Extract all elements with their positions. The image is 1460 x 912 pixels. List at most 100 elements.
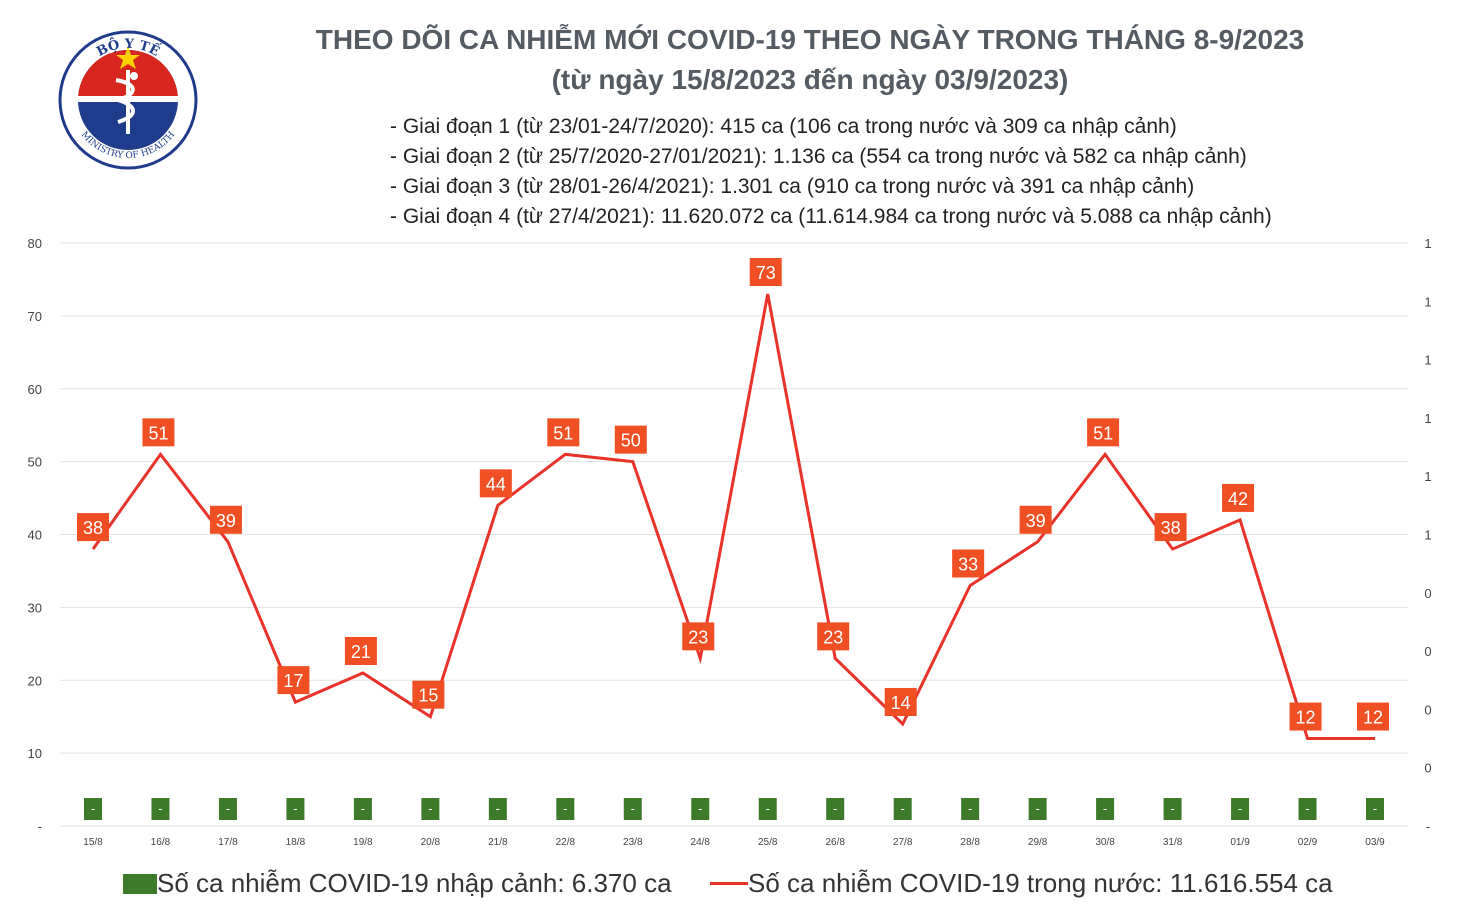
bar-label: - bbox=[226, 801, 230, 816]
y-tick-label: 50 bbox=[28, 455, 42, 470]
data-label: 44 bbox=[486, 474, 506, 494]
y2-tick-label: 0 bbox=[1424, 702, 1431, 717]
stage-4: - Giai đoạn 4 (từ 27/4/2021): 11.620.072… bbox=[390, 205, 1272, 228]
bar-label: - bbox=[361, 801, 365, 816]
x-tick-label: 17/8 bbox=[218, 837, 238, 848]
bar-label: - bbox=[1170, 801, 1174, 816]
y-tick-label: - bbox=[38, 819, 42, 834]
bar-label: - bbox=[833, 801, 837, 816]
data-label: 14 bbox=[891, 693, 911, 713]
bar-imported bbox=[421, 798, 440, 820]
x-tick-label: 21/8 bbox=[488, 837, 508, 848]
data-label-box bbox=[1357, 702, 1389, 731]
y2-tick-label: 0 bbox=[1424, 761, 1431, 776]
data-label: 17 bbox=[283, 671, 303, 691]
data-label-box bbox=[77, 513, 109, 542]
x-tick-label: 15/8 bbox=[83, 837, 103, 848]
x-tick-label: 30/8 bbox=[1095, 837, 1115, 848]
bar-imported bbox=[961, 798, 980, 820]
data-label-box bbox=[1019, 505, 1052, 534]
x-tick-label: 31/8 bbox=[1163, 837, 1183, 848]
bar-imported bbox=[758, 798, 777, 820]
y-tick-label: 70 bbox=[28, 309, 42, 324]
data-label: 38 bbox=[1161, 518, 1181, 538]
data-label-box bbox=[817, 622, 850, 651]
legend-swatch-bar bbox=[123, 874, 157, 894]
x-tick-label: 23/8 bbox=[623, 837, 643, 848]
data-label: 42 bbox=[1228, 489, 1248, 509]
y-tick-label: 30 bbox=[28, 600, 42, 615]
y2-tick-label: 0 bbox=[1424, 586, 1431, 601]
data-label: 73 bbox=[756, 263, 776, 283]
bar-label: - bbox=[1103, 801, 1107, 816]
data-label-box bbox=[1222, 483, 1255, 512]
data-label: 12 bbox=[1296, 708, 1316, 728]
data-label-box bbox=[682, 622, 715, 651]
bar-label: - bbox=[428, 801, 432, 816]
data-label: 39 bbox=[1026, 511, 1046, 531]
x-tick-label: 03/9 bbox=[1365, 837, 1385, 848]
bar-label: - bbox=[1305, 801, 1309, 816]
bar-imported bbox=[1366, 798, 1384, 820]
bar-label: - bbox=[968, 801, 972, 816]
stage-1: - Giai đoạn 1 (từ 23/01-24/7/2020): 415 … bbox=[390, 115, 1177, 138]
bar-imported bbox=[893, 798, 912, 820]
bar-imported bbox=[623, 798, 642, 820]
bar-imported bbox=[556, 798, 575, 820]
x-tick-label: 24/8 bbox=[691, 837, 711, 848]
bar-label: - bbox=[563, 801, 567, 816]
data-label-box bbox=[479, 469, 512, 498]
y2-tick-label: 1 bbox=[1424, 294, 1431, 309]
data-label-box bbox=[749, 258, 782, 287]
data-label-box bbox=[952, 549, 985, 578]
data-label: 15 bbox=[418, 686, 438, 706]
data-label: 51 bbox=[553, 423, 573, 443]
y2-tick-label: 1 bbox=[1424, 353, 1431, 368]
bar-imported bbox=[151, 798, 170, 820]
y-tick-label: 60 bbox=[28, 382, 42, 397]
chart-title: THEO DÕI CA NHIỄM MỚI COVID-19 THEO NGÀY… bbox=[315, 24, 1305, 55]
x-tick-label: 27/8 bbox=[893, 837, 913, 848]
data-label: 12 bbox=[1363, 708, 1383, 728]
x-tick-label: 26/8 bbox=[825, 837, 845, 848]
data-label-box bbox=[1154, 513, 1187, 542]
caduceus-star-icon bbox=[111, 70, 138, 134]
bar-imported bbox=[286, 798, 305, 820]
bar-imported bbox=[691, 798, 710, 820]
x-tick-label: 20/8 bbox=[421, 837, 441, 848]
bar-label: - bbox=[1035, 801, 1039, 816]
bar-imported bbox=[1231, 798, 1250, 820]
bar-imported bbox=[826, 798, 845, 820]
chart-subtitle: (từ ngày 15/8/2023 đến ngày 03/9/2023) bbox=[551, 64, 1069, 95]
logo: BỘ Y TẾ MINISTRY OF HEALTH bbox=[56, 28, 200, 172]
y-tick-label: 20 bbox=[28, 673, 42, 688]
data-label: 39 bbox=[216, 511, 236, 531]
bar-imported bbox=[1028, 798, 1047, 820]
bar-imported bbox=[353, 798, 372, 820]
data-label-box bbox=[344, 636, 377, 665]
y2-tick-label: 0 bbox=[1424, 644, 1431, 659]
x-tick-label: 29/8 bbox=[1028, 837, 1048, 848]
bar-label: - bbox=[158, 801, 162, 816]
data-label-box bbox=[547, 418, 580, 447]
y2-tick-label: 1 bbox=[1424, 236, 1431, 251]
bar-label: - bbox=[698, 801, 702, 816]
data-label: 38 bbox=[83, 518, 103, 538]
x-tick-label: 25/8 bbox=[758, 837, 778, 848]
data-label: 50 bbox=[621, 431, 641, 451]
x-tick-label: 22/8 bbox=[556, 837, 576, 848]
bar-imported bbox=[84, 798, 102, 820]
bar-label: - bbox=[631, 801, 635, 816]
bar-label: - bbox=[293, 801, 297, 816]
data-label: 33 bbox=[958, 555, 978, 575]
bar-label: - bbox=[766, 801, 770, 816]
bar-label: - bbox=[496, 801, 500, 816]
data-label-box bbox=[142, 418, 175, 447]
y2-tick-label: 1 bbox=[1424, 411, 1431, 426]
data-label-box bbox=[614, 425, 647, 454]
bar-imported bbox=[1163, 798, 1182, 820]
x-tick-label: 16/8 bbox=[151, 837, 171, 848]
x-tick-label: 19/8 bbox=[353, 837, 373, 848]
y2-tick-label: 1 bbox=[1424, 469, 1431, 484]
